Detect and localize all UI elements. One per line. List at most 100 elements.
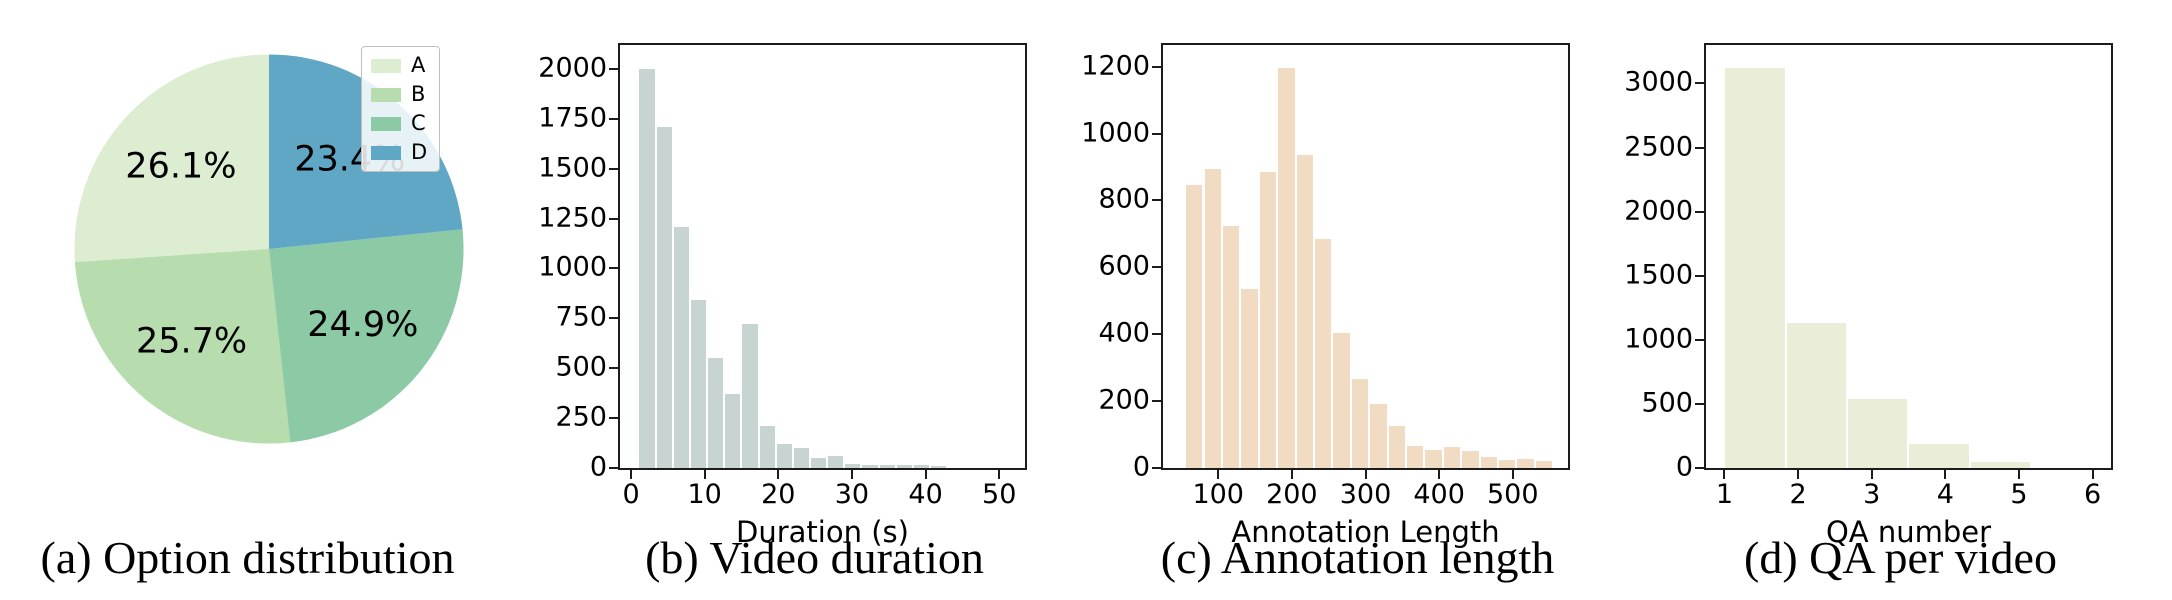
histogram-bar <box>1295 155 1314 468</box>
x-tick <box>1438 470 1441 479</box>
histogram-bar <box>930 465 948 468</box>
y-tick <box>1152 333 1161 336</box>
histogram-bar <box>1406 446 1425 468</box>
legend-swatch-B <box>371 87 401 102</box>
x-tick-label: 200 <box>1266 479 1318 510</box>
legend-entry-B: B <box>371 84 427 105</box>
histogram-bar <box>1258 172 1278 468</box>
histogram-bar <box>809 458 828 468</box>
histogram-bar <box>1185 185 1204 468</box>
x-tick <box>1723 470 1726 479</box>
pie-slice-B <box>74 249 291 444</box>
y-tick-label: 0 <box>1132 451 1150 483</box>
y-tick <box>1152 199 1161 202</box>
histogram-bar <box>1313 238 1333 468</box>
histogram-bar <box>1534 461 1554 468</box>
histogram-bar <box>1369 404 1388 468</box>
histogram-bar <box>758 426 776 468</box>
x-tick <box>1290 470 1293 479</box>
x-tick-label: 30 <box>834 479 870 510</box>
x-tick-label: 400 <box>1413 479 1465 510</box>
y-tick-label: 250 <box>555 401 607 433</box>
y-tick-label: 2000 <box>1624 195 1693 227</box>
caption-qa-per-video: (d) QA per video <box>1744 532 2057 583</box>
y-tick-label: 1200 <box>1081 50 1150 82</box>
histogram-bar <box>878 465 896 468</box>
histogram-bar <box>655 126 673 468</box>
y-tick <box>1152 467 1161 469</box>
histogram-bar <box>741 324 759 468</box>
x-tick <box>2091 470 2094 479</box>
histogram-bar <box>1332 332 1351 468</box>
histogram-bar <box>1240 289 1259 468</box>
pie-slice-A <box>74 54 269 263</box>
y-tick <box>1152 266 1161 269</box>
y-tick <box>609 217 618 220</box>
x-tick <box>703 470 706 479</box>
x-tick-label: 5 <box>2010 479 2028 510</box>
legend-label-D: D <box>411 140 428 164</box>
y-tick <box>609 367 618 370</box>
histogram-bar <box>861 465 879 468</box>
x-tick-label: 20 <box>761 479 796 510</box>
histogram-bar <box>1203 168 1222 468</box>
plot-area-c: 0 200 400 600 800 1000 1200 100 200 300 400 500 Anno… <box>1081 43 1570 549</box>
legend-entry-C: C <box>371 113 427 134</box>
y-tick-label: 750 <box>555 301 607 333</box>
y-tick <box>609 167 618 170</box>
y-tick <box>1152 65 1161 68</box>
x-tick <box>924 470 927 479</box>
x-tick <box>1217 470 1220 479</box>
x-tick-label: 4 <box>1936 479 1954 510</box>
y-tick-label: 1250 <box>538 202 607 234</box>
x-tick <box>2017 470 2020 479</box>
caption-video-duration: (b) Video duration <box>645 532 984 583</box>
x-tick <box>630 470 633 479</box>
y-tick <box>609 467 618 469</box>
y-tick-label: 400 <box>1098 317 1150 349</box>
x-tick-label: 6 <box>2083 479 2102 510</box>
histogram-bar <box>1498 459 1517 468</box>
y-tick <box>609 317 618 320</box>
legend-swatch-D <box>371 145 401 160</box>
plot-area-b: 0 250 500 750 1000 1250 1500 1750 2000 0 10 20 30 40 5… <box>538 43 1027 549</box>
histogram-bar <box>1785 323 1848 468</box>
legend-entry-A: A <box>371 55 427 76</box>
y-tick <box>1695 82 1704 85</box>
x-tick-label: 1 <box>1715 479 1733 510</box>
histogram-bar <box>1516 458 1535 468</box>
histogram-bar <box>1350 379 1370 468</box>
x-tick <box>1797 470 1800 479</box>
y-tick <box>1152 400 1161 403</box>
legend-label-A: A <box>411 53 426 77</box>
histogram-bar <box>1479 456 1499 468</box>
caption-option-distribution: (a) Option distribution <box>40 532 455 583</box>
histogram-bar <box>844 464 862 468</box>
y-tick-label: 1500 <box>1624 259 1693 291</box>
y-tick-label: 0 <box>1675 451 1693 483</box>
histogram-bar <box>1442 447 1462 468</box>
y-tick <box>1695 146 1704 149</box>
histogram-bar <box>895 465 913 468</box>
x-axis-label-c: Annotation Length <box>1231 515 1500 549</box>
y-tick <box>609 67 618 70</box>
x-tick-label: 0 <box>622 479 640 510</box>
x-tick-label: 2 <box>1789 479 1807 510</box>
legend-swatch-C <box>371 116 401 131</box>
histogram-bar <box>827 456 845 468</box>
x-tick-label: 3 <box>1863 479 1881 510</box>
x-tick-label: 10 <box>687 479 722 510</box>
y-tick-label: 200 <box>1098 384 1150 416</box>
histogram-bar <box>792 448 810 468</box>
x-tick <box>1364 470 1367 479</box>
x-tick <box>1870 470 1873 479</box>
y-tick-label: 500 <box>555 351 607 383</box>
histogram-bar <box>1461 450 1480 468</box>
y-tick-label: 3000 <box>1624 67 1693 99</box>
y-tick <box>1695 274 1704 277</box>
histogram-bar <box>707 358 725 468</box>
x-tick-label: 500 <box>1486 479 1539 510</box>
pie-percent-label-B: 25.7% <box>136 322 247 362</box>
